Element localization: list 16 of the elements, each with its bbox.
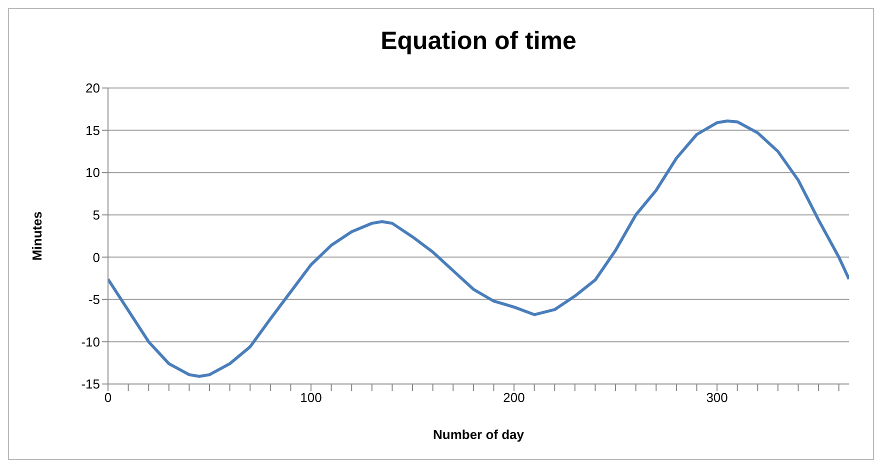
y-tick-label: -10 xyxy=(81,334,100,350)
y-tick-label: 10 xyxy=(86,165,100,180)
x-axis-title: Number of day xyxy=(432,427,525,442)
x-tick-label: 100 xyxy=(300,390,322,406)
y-tick-label: 15 xyxy=(86,122,100,138)
x-tick-label: 300 xyxy=(706,390,728,406)
chart-title: Equation of time xyxy=(380,27,578,56)
line-series xyxy=(108,119,849,378)
y-tick-label: -5 xyxy=(88,292,100,308)
y-tick-label: 5 xyxy=(92,207,100,222)
y-tick-label: -15 xyxy=(81,376,100,392)
y-tick-label: 0 xyxy=(92,250,100,265)
x-tick-label: 200 xyxy=(503,390,525,406)
x-tick-label: 0 xyxy=(104,390,112,406)
y-axis-title: Minutes xyxy=(30,211,45,261)
y-tick-label: 20 xyxy=(86,80,100,96)
